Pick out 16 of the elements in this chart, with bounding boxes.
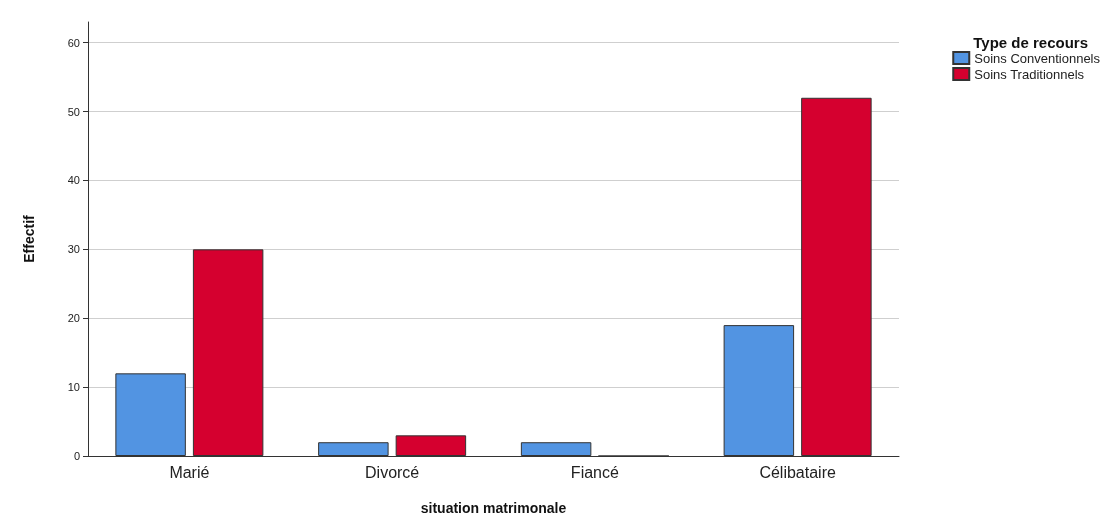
x-tick-label: Fiancé	[570, 463, 619, 481]
y-axis-title: Effectif	[21, 214, 37, 263]
y-tick-label: 0	[73, 450, 80, 462]
legend-title: Type de recours	[973, 34, 1088, 51]
x-tick-label: Divorcé	[365, 463, 420, 481]
y-tick-label: 50	[67, 105, 80, 118]
legend-label: Soins Conventionnels	[974, 50, 1101, 66]
y-tick-label: 60	[67, 36, 80, 49]
x-axis-title: situation matrimonale	[420, 500, 567, 516]
y-tick-label: 30	[67, 243, 80, 256]
legend-label: Soins Traditionnels	[974, 66, 1085, 82]
x-tick-label: Marié	[169, 463, 210, 481]
y-tick-label: 40	[67, 174, 80, 187]
y-tick-label: 20	[67, 312, 80, 325]
y-tick-label: 10	[67, 381, 80, 394]
x-tick-label: Célibataire	[759, 463, 836, 481]
